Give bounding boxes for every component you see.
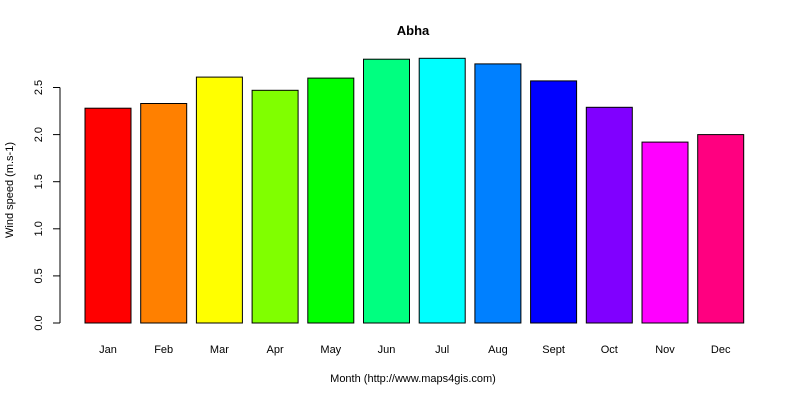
y-tick-label-1.0: 1.0 [33, 221, 45, 236]
y-axis: 0.0 0.5 1.0 1.5 2.0 2.5 [33, 80, 61, 331]
bar-jul [418, 57, 466, 324]
x-tick-label-apr: Apr [267, 344, 284, 356]
bar-apr [251, 89, 299, 324]
bar-feb [140, 103, 188, 324]
bar-aug [474, 63, 522, 324]
x-tick-label-feb: Feb [154, 344, 173, 356]
bar-nov [641, 141, 689, 324]
x-axis-title: Month (http://www.maps4gis.com) [330, 373, 496, 385]
x-tick-label-jan: Jan [99, 344, 117, 356]
y-tick-label-1.5: 1.5 [33, 174, 45, 189]
bar-mar [195, 76, 243, 324]
y-tick-label-0.0: 0.0 [33, 315, 45, 330]
bar-dec [697, 134, 745, 324]
x-axis-labels: Jan Feb Mar Apr May Jun Jul Aug Sept Oct Nov Dec [99, 344, 731, 356]
y-tick-label-2.0: 2.0 [33, 127, 45, 142]
x-tick-label-aug: Aug [488, 344, 508, 356]
x-tick-label-dec: Dec [711, 344, 731, 356]
bars-group [84, 57, 745, 324]
bar-sept [530, 80, 578, 324]
x-tick-label-jun: Jun [378, 344, 396, 356]
bar-jun [363, 58, 410, 324]
y-tick-label-0.5: 0.5 [33, 268, 45, 283]
y-axis-title: Wind speed (m.s-1) [4, 142, 16, 238]
y-tick-label-2.5: 2.5 [33, 80, 45, 95]
x-tick-label-oct: Oct [601, 344, 618, 356]
x-tick-label-may: May [320, 344, 341, 356]
x-tick-label-nov: Nov [655, 344, 675, 356]
bar-jan [84, 107, 132, 324]
x-tick-label-mar: Mar [210, 344, 229, 356]
bar-may [307, 77, 355, 324]
x-tick-label-sept: Sept [542, 344, 565, 356]
x-tick-label-jul: Jul [435, 344, 449, 356]
bar-oct [585, 106, 633, 324]
chart-title: Abha [397, 23, 430, 38]
